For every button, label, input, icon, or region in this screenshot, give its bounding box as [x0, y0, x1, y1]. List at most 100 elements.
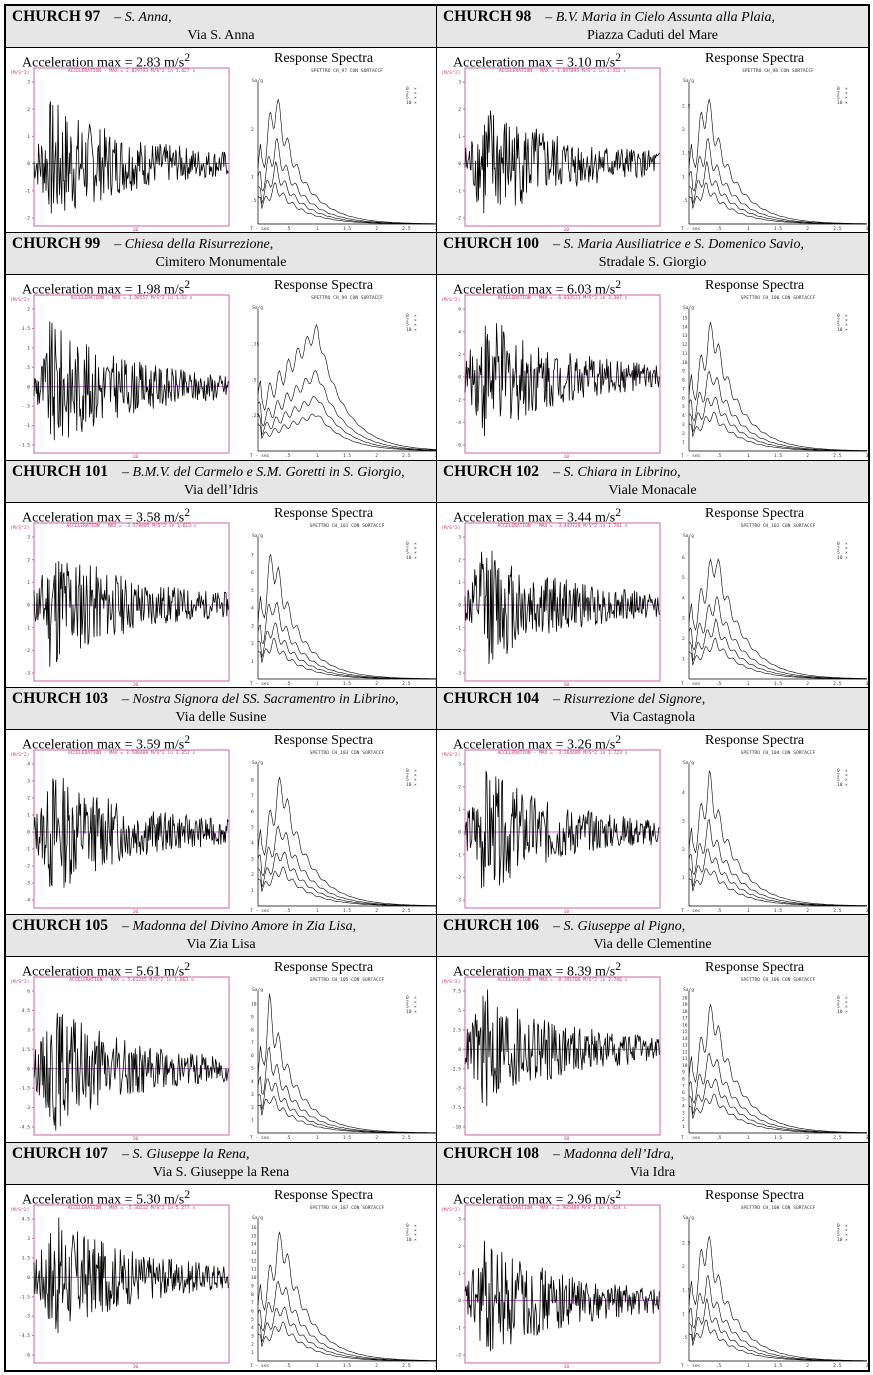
spectra-caption: SPETTRO CH_98 CON SORTACCF	[742, 68, 814, 74]
acc-frame	[464, 294, 661, 454]
church-address: Via Zia Lisa	[186, 937, 256, 953]
damping-legend-marker: ×	[845, 1228, 848, 1233]
spectra-ylabel: Sa/g	[252, 1215, 263, 1221]
acc-tick-label: -3	[24, 1105, 30, 1111]
acc-exponent: 2	[615, 960, 622, 974]
period-tick-label: .5	[716, 453, 722, 459]
acceleration-trace	[33, 321, 229, 441]
spectrum-curve	[257, 396, 436, 451]
spectra-tick-label: 1	[251, 174, 254, 180]
spectrum-curve	[688, 770, 867, 906]
damping-legend-marker: ×	[845, 778, 848, 783]
spectra-xlabel: T - sec	[250, 226, 270, 232]
period-tick-label: 1.5	[343, 1135, 352, 1141]
period-tick-label: 1	[747, 1363, 750, 1369]
damping-legend-marker: ×	[845, 1010, 848, 1015]
spectra-tick-label: 11	[682, 1057, 688, 1063]
damping-legend-entry: 5	[406, 550, 409, 556]
church-panel: CHURCH 102– S. Chiara in Librino, Viale …	[437, 460, 868, 688]
damping-legend-entry: 5	[837, 777, 840, 783]
damping-legend-entry: 5	[406, 95, 409, 101]
damping-legend-marker: ×	[414, 101, 417, 106]
acc-tick-label: 1	[27, 580, 30, 586]
period-tick-label: 2	[806, 681, 809, 687]
spectrum-curve	[257, 994, 436, 1134]
period-tick-label: 1.5	[774, 453, 783, 459]
damping-legend-marker: ×	[845, 996, 848, 1001]
church-number: CHURCH 100	[443, 235, 540, 253]
acc-value: 5.30	[136, 1192, 161, 1208]
acc-exponent: 2	[615, 505, 622, 519]
spectra-tick-label: 8	[251, 1291, 254, 1297]
plots: ACCELERATION - MAX = -5.30212 M/S^2 in 5…	[10, 1204, 436, 1369]
church-header: CHURCH 97– S. Anna, Via S. Anna	[6, 6, 436, 48]
church-name: S. Giuseppe la Rena	[132, 1146, 247, 1162]
time-tick-label: 10	[564, 909, 570, 914]
acc-value: 8.39	[567, 964, 592, 980]
church-number: CHURCH 104	[443, 689, 540, 707]
acc-tick-label: 0	[27, 161, 30, 167]
acc-unit: m/s	[164, 55, 185, 71]
spectra-tick-label: 3	[251, 856, 254, 862]
spectra-tick-label: 10	[251, 1002, 257, 1008]
spectra-caption: SPETTRO CH_101 CON SORTACCF	[310, 523, 385, 529]
period-tick-label: .5	[716, 908, 722, 914]
damping-legend-marker: ×	[414, 1233, 417, 1238]
spectra-tick-label: 19	[682, 1002, 688, 1008]
spectra-tick-label: 2	[682, 431, 685, 437]
damping-legend-entry: 2	[837, 1227, 840, 1233]
spectra-tick-label: 1.5	[682, 1287, 691, 1293]
time-tick-label: 10	[564, 227, 570, 232]
spectra-tick-label: 8	[682, 1077, 685, 1083]
period-tick-label: 2	[375, 1363, 378, 1369]
spectra-tick-label: 2.5	[682, 103, 691, 109]
spectra-tick-label: 6	[251, 1053, 254, 1059]
acc-tick-label: 3	[27, 1236, 30, 1242]
acc-frame	[33, 1204, 230, 1364]
period-tick-label: .5	[285, 453, 291, 459]
church-address: Viale Monacale	[608, 482, 697, 498]
spectra-caption: SPETTRO CH_99 CON SORTACCF	[311, 295, 383, 301]
damping-legend-marker: ×	[414, 87, 417, 92]
acc-value: 2.83	[136, 55, 161, 71]
church-address: Via delle Susine	[175, 709, 267, 725]
spectra-tick-label: 8	[682, 378, 685, 384]
period-tick-label: 1.5	[343, 1363, 352, 1369]
spectra-tick-label: 6	[251, 570, 254, 576]
damping-legend-entry: 0	[406, 1223, 409, 1229]
spectra-ylabel: Sa/g	[683, 533, 694, 539]
damping-legend-entry: 2	[837, 1000, 840, 1006]
acc-axis-label: (M/S^2)	[10, 70, 29, 76]
spectrum-curve	[688, 617, 867, 679]
response-spectra-label: Response Spectra	[705, 51, 805, 66]
acc-tick-label: -1	[455, 625, 461, 631]
acc-tick-label: 2	[27, 307, 30, 313]
period-tick-label: .5	[285, 908, 291, 914]
spectra-tick-label: 14	[682, 325, 688, 331]
spectra-caption: SPETTRO CH_100 CON SORTACCF	[741, 295, 816, 301]
acc-exponent: 2	[184, 1187, 191, 1201]
spectra-tick-label: 4	[251, 1325, 254, 1331]
acc-exponent: 2	[615, 1187, 622, 1201]
spectra-xlabel: T - sec	[681, 908, 701, 914]
spectra-tick-label: 7	[251, 1300, 254, 1306]
damping-legend-marker: ×	[845, 769, 848, 774]
acc-tick-label: 3	[458, 80, 461, 86]
damping-legend-marker: ×	[845, 324, 848, 329]
spectra-tick-label: 4	[251, 840, 254, 846]
plots: ACCELERATION - MAX = -3.578405 M/S^2 in …	[10, 522, 436, 687]
acceleration-max-label: Acceleration max = 8.39 m/s2	[453, 960, 622, 980]
spectra-tick-label: .5	[682, 198, 688, 204]
acc-exponent: 2	[184, 278, 191, 292]
response-spectra-label: Response Spectra	[705, 960, 805, 976]
period-tick-label: 3	[866, 908, 868, 914]
period-tick-label: 3	[866, 226, 868, 232]
spectra-tick-label: 5	[251, 588, 254, 594]
church-address: Via S. Giuseppe la Rena	[152, 1164, 290, 1180]
spectra-tick-label: 1	[251, 888, 254, 894]
acc-tick-label: 2	[458, 352, 461, 358]
acc-tick-label: -1.5	[19, 1294, 30, 1300]
response-spectra-label: Response Spectra	[705, 1187, 805, 1203]
spectra-tick-label: 5	[251, 1316, 254, 1322]
damping-legend-marker: ×	[414, 92, 417, 97]
